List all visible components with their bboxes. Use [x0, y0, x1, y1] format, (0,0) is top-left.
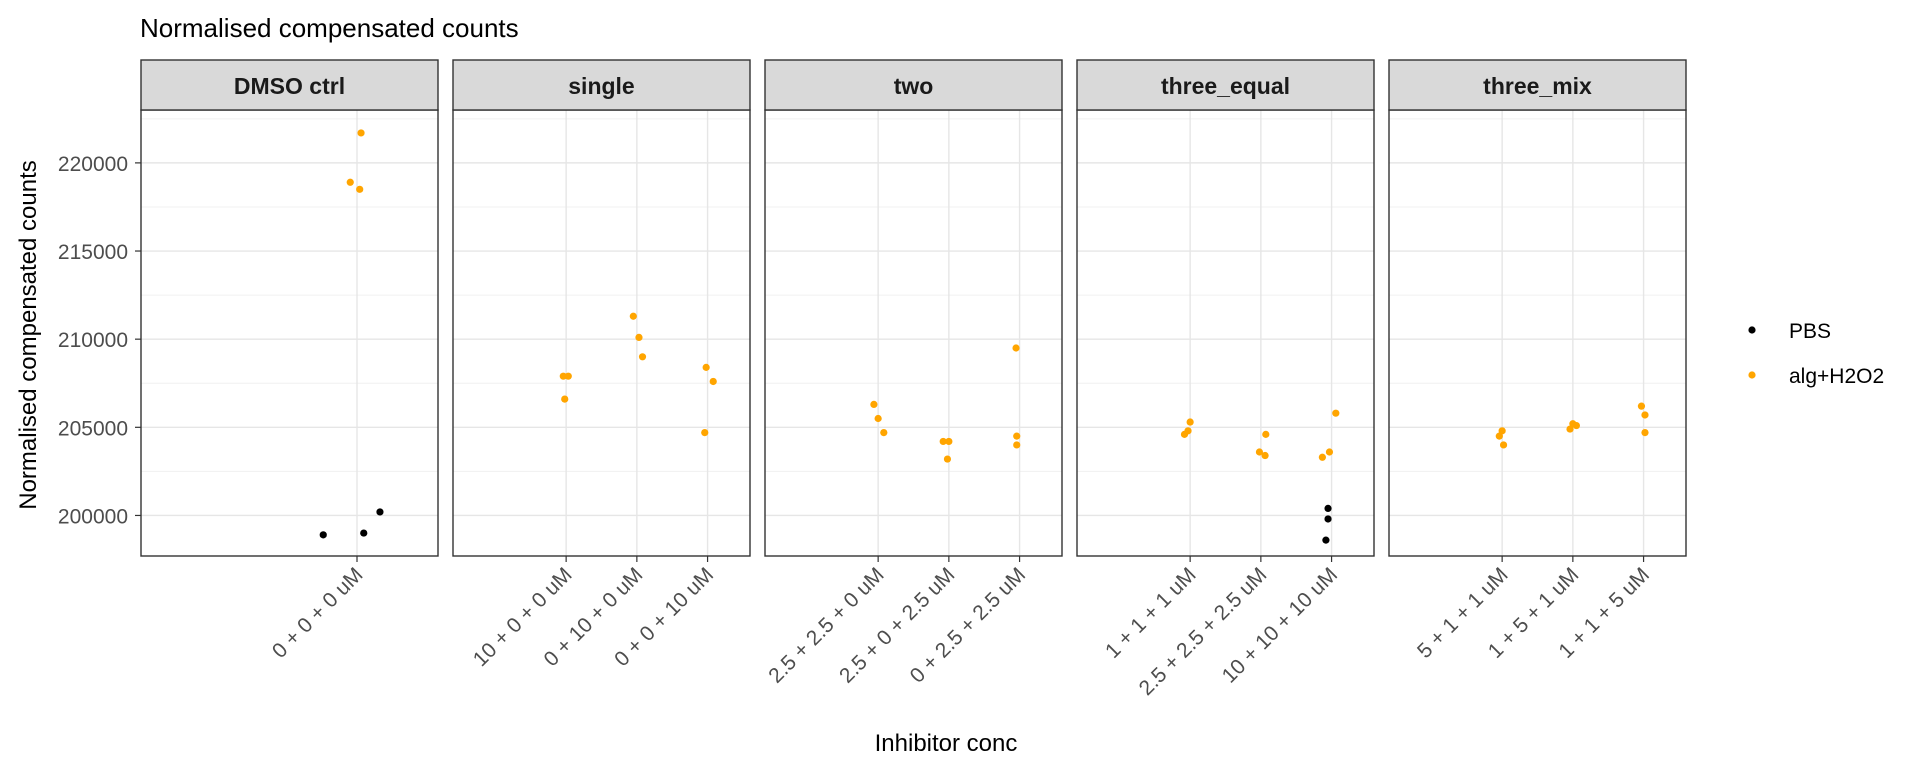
facet-panel-background [765, 110, 1062, 556]
data-point-alg-h2o2 [1255, 448, 1264, 456]
data-point-pbs [1324, 504, 1332, 513]
data-point-alg-h2o2 [1572, 421, 1580, 430]
data-point-alg-h2o2 [1332, 409, 1340, 417]
data-point-pbs [319, 531, 327, 539]
facet-strip [452, 59, 751, 111]
legend-label: PBS [1789, 320, 1831, 343]
data-point-alg-h2o2 [939, 437, 947, 446]
facet-strip [1076, 59, 1375, 111]
data-point-alg-h2o2 [880, 429, 888, 437]
data-point-alg-h2o2 [638, 353, 647, 361]
facet-panel-background [141, 110, 438, 556]
data-point-pbs [360, 529, 368, 537]
data-point-alg-h2o2 [1499, 441, 1508, 449]
data-point-alg-h2o2 [561, 395, 569, 403]
data-point-alg-h2o2 [1013, 441, 1021, 449]
data-point-alg-h2o2 [943, 455, 952, 463]
facet-strip-label: DMSO ctrl [234, 73, 345, 99]
facet-strip [140, 59, 439, 111]
data-point-pbs [1324, 515, 1332, 523]
y-tick-label: 205000 [58, 417, 128, 440]
data-point-alg-h2o2 [1566, 425, 1574, 433]
y-tick-label: 200000 [58, 505, 128, 528]
data-point-alg-h2o2 [1261, 451, 1269, 460]
data-point-alg-h2o2 [1498, 427, 1506, 435]
data-point-alg-h2o2 [635, 333, 643, 342]
x-tick-label: 2.5 + 2.5 + 2.5 uM [1135, 563, 1272, 700]
data-point-alg-h2o2 [1637, 402, 1646, 410]
data-point-alg-h2o2 [356, 185, 364, 193]
chart-title: Normalised compensated counts [140, 13, 519, 43]
facet-strip-label: single [568, 73, 634, 99]
data-point-alg-h2o2 [346, 178, 354, 186]
facet-strip [764, 59, 1063, 111]
data-point-alg-h2o2 [1641, 411, 1649, 419]
legend-label: alg+H2O2 [1789, 365, 1884, 388]
data-point-alg-h2o2 [1186, 418, 1194, 426]
legend-key-alg-h2o2 [1748, 371, 1756, 379]
data-point-alg-h2o2 [1318, 453, 1326, 461]
x-tick-label: 2.5 + 2.5 + 0 uM [764, 563, 888, 687]
data-point-alg-h2o2 [1262, 430, 1270, 438]
data-point-alg-h2o2 [1012, 344, 1020, 352]
data-point-alg-h2o2 [945, 437, 953, 446]
data-point-alg-h2o2 [874, 414, 882, 423]
data-point-alg-h2o2 [1325, 448, 1334, 456]
facet-strip-label: three_mix [1483, 73, 1592, 99]
data-point-alg-h2o2 [702, 363, 710, 371]
x-tick-label: 0 + 0 + 0 uM [268, 563, 368, 663]
data-point-alg-h2o2 [1641, 429, 1649, 437]
data-point-alg-h2o2 [1495, 432, 1503, 440]
facet-panel-background [453, 110, 750, 556]
data-point-alg-h2o2 [629, 312, 637, 320]
data-point-alg-h2o2 [1184, 427, 1192, 435]
data-point-alg-h2o2 [1013, 432, 1021, 440]
facet-strip-label: two [894, 73, 934, 99]
facet-strip-label: three_equal [1161, 73, 1290, 99]
data-point-alg-h2o2 [357, 129, 365, 137]
data-point-pbs [1322, 536, 1330, 544]
data-point-alg-h2o2 [870, 400, 878, 408]
y-tick-label: 220000 [58, 153, 128, 176]
data-point-alg-h2o2 [701, 429, 709, 437]
y-tick-label: 210000 [58, 329, 128, 352]
data-point-alg-h2o2 [564, 372, 572, 380]
legend-key-pbs [1748, 326, 1756, 334]
data-point-alg-h2o2 [559, 372, 567, 380]
y-tick-label: 215000 [58, 241, 128, 264]
data-point-alg-h2o2 [709, 377, 717, 386]
data-point-pbs [376, 508, 384, 516]
y-axis-label: Normalised compensated counts [15, 160, 42, 510]
x-axis-label: Inhibitor conc [875, 730, 1018, 757]
facet-strip [1388, 59, 1687, 111]
facet-panel-background [1077, 110, 1374, 556]
facet-panel-background [1389, 110, 1686, 556]
